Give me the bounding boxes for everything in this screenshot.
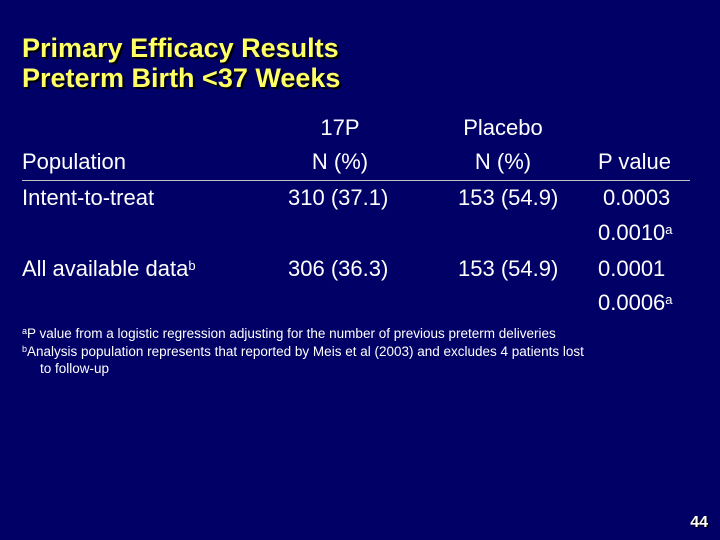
footnote-marker-a: a	[665, 222, 673, 237]
slide-title-line-1: Primary Efficacy Results	[22, 33, 339, 63]
footnote-a-marker: a	[22, 326, 28, 336]
p-value-text: 0.0010	[598, 220, 666, 245]
footnote-marker-a: a	[665, 292, 673, 307]
row-label-all-available-data: All available datab	[22, 252, 196, 289]
row-label-intent-to-treat: Intent-to-treat	[22, 181, 154, 215]
slide-title-line-2: Preterm Birth <37 Weeks	[22, 63, 341, 93]
row-placebo-value: 153 (54.9)	[458, 256, 559, 281]
p-value-text: 0.0006	[598, 290, 666, 315]
row-label-text: All available data	[22, 256, 189, 281]
row-p-value-1: 0.0001	[598, 256, 666, 281]
row-p-value-2: 0.0006a	[598, 286, 673, 323]
row-17p-value: 306 (36.3)	[288, 256, 389, 281]
row-p-value-1: 0.0003	[603, 185, 671, 210]
footnote-a-text: P value from a logistic regression adjus…	[27, 326, 556, 341]
footnote-marker-b: b	[188, 258, 196, 273]
row-placebo-value: 153 (54.9)	[458, 185, 559, 210]
footnote-b-text: Analysis population represents that repo…	[27, 344, 584, 359]
header-placebo: Placebo	[463, 115, 543, 140]
slide-title: Primary Efficacy Results Preterm Birth <…	[22, 33, 340, 93]
footnote-a: aP value from a logistic regression adju…	[22, 325, 556, 344]
header-divider	[22, 180, 690, 181]
row-p-value-2: 0.0010a	[598, 216, 673, 253]
page-number: 44	[690, 514, 708, 531]
footnote-b-continuation: to follow-up	[40, 361, 110, 376]
header-17p-unit: N (%)	[311, 149, 369, 174]
header-17p: 17P	[320, 115, 360, 140]
row-17p-value: 310 (37.1)	[288, 185, 389, 210]
footnote-b: bAnalysis population represents that rep…	[22, 343, 584, 362]
footnote-b-marker: b	[22, 344, 28, 354]
header-population: Population	[22, 149, 126, 174]
header-placebo-unit: N (%)	[474, 149, 532, 174]
row-label-text: Intent-to-treat	[22, 185, 155, 210]
header-p-value: P value	[598, 149, 671, 174]
